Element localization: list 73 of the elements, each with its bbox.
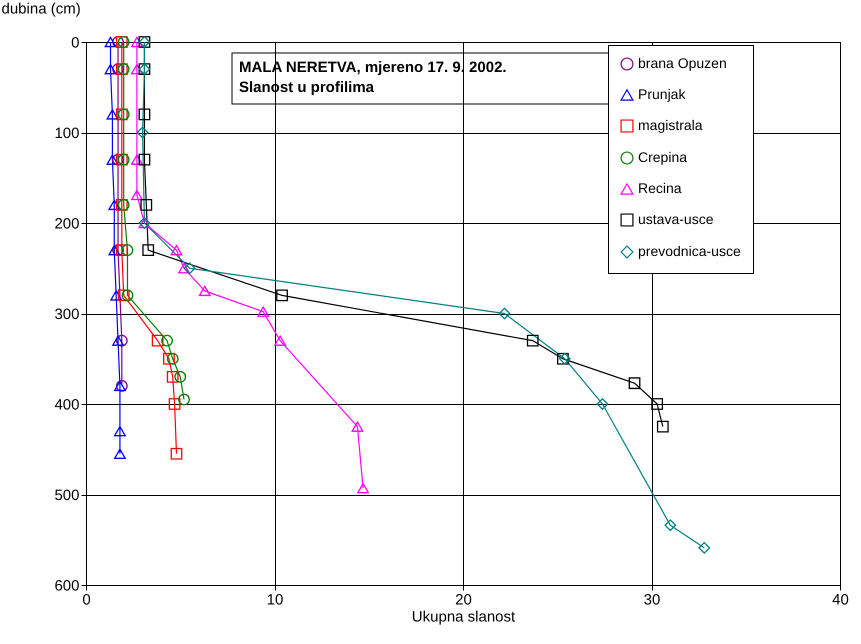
point <box>276 290 288 302</box>
legend-label: magistrala <box>638 117 703 133</box>
legend-label: prevodnica-usce <box>638 243 741 259</box>
legend-label: Recina <box>638 180 682 196</box>
point <box>352 421 364 432</box>
point <box>104 36 116 48</box>
point <box>104 64 116 74</box>
point <box>596 398 608 410</box>
point <box>112 335 124 346</box>
legend-label: ustava-usce <box>638 211 714 227</box>
point <box>161 334 173 347</box>
point <box>118 290 130 302</box>
point <box>526 334 539 347</box>
x-tick-label: 40 <box>832 592 849 608</box>
point <box>136 126 148 138</box>
point <box>140 199 152 211</box>
legend-label: Prunjak <box>638 86 686 102</box>
x-tick-label: 0 <box>82 592 91 608</box>
point <box>106 109 118 120</box>
legend-label: Crepina <box>638 149 688 165</box>
point <box>131 36 143 48</box>
point <box>656 420 669 433</box>
point <box>138 154 150 166</box>
point <box>257 306 270 317</box>
point <box>138 108 150 120</box>
point <box>166 352 179 365</box>
legend-label: brana Opuzen <box>638 55 727 71</box>
point <box>108 244 120 256</box>
point <box>166 370 179 383</box>
point <box>106 154 118 165</box>
point <box>198 286 211 296</box>
point <box>184 262 196 274</box>
point <box>108 200 120 210</box>
point <box>498 308 510 320</box>
point <box>142 244 154 256</box>
point <box>628 377 640 390</box>
point <box>116 244 128 256</box>
x-tick-label: 10 <box>266 592 284 608</box>
y-tick-label: 400 <box>54 396 80 414</box>
point <box>174 370 186 383</box>
point <box>178 394 190 406</box>
y-tick-label: 200 <box>54 216 80 232</box>
y-tick-label: 0 <box>71 34 80 52</box>
x-axis-title: Ukupna slanost <box>412 608 516 626</box>
point <box>152 334 164 347</box>
point <box>651 398 664 410</box>
point <box>122 244 134 256</box>
y-tick-label: 600 <box>54 578 80 594</box>
point <box>131 190 143 200</box>
point <box>131 64 143 74</box>
point <box>168 398 180 410</box>
point <box>112 154 124 166</box>
point <box>122 290 134 302</box>
point <box>664 519 676 532</box>
point <box>114 448 126 459</box>
point <box>163 352 175 365</box>
point <box>114 426 126 436</box>
point <box>116 334 128 347</box>
point <box>274 335 286 346</box>
y-tick-label: 300 <box>54 306 80 323</box>
point <box>110 290 122 301</box>
y-tick-label: 500 <box>54 487 80 504</box>
point <box>170 448 182 460</box>
point <box>357 482 369 494</box>
point <box>131 154 143 165</box>
point <box>170 244 182 256</box>
y-axis-title: dubina (cm) <box>2 0 81 18</box>
x-tick-label: 30 <box>644 592 660 608</box>
point <box>112 244 124 256</box>
x-tick-label: 20 <box>455 592 472 608</box>
y-tick-label: 100 <box>54 125 80 142</box>
point <box>698 542 710 554</box>
point <box>178 263 190 274</box>
